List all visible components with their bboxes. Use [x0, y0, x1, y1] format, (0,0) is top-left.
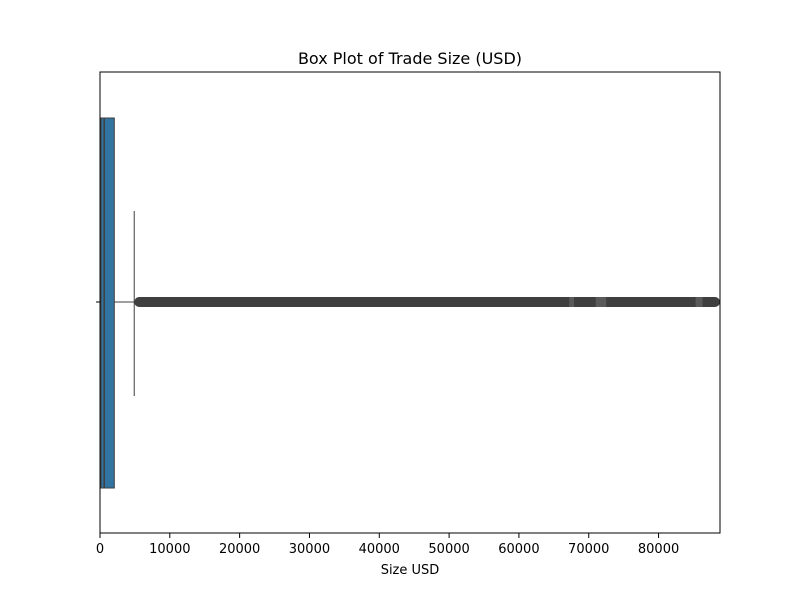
- plot-area: [96, 117, 720, 489]
- x-tick-label-0: 0: [96, 542, 104, 557]
- outlier-sparse-band-1: [595, 297, 607, 307]
- x-tick-label-2: 20000: [219, 542, 260, 557]
- outlier-sparse-band-0: [569, 297, 575, 307]
- x-tick-label-5: 50000: [428, 542, 469, 557]
- chart-title: Box Plot of Trade Size (USD): [298, 49, 522, 68]
- x-tick-label-4: 40000: [359, 542, 400, 557]
- plot-frame: [99, 71, 721, 534]
- x-tick-label-1: 10000: [149, 542, 190, 557]
- outlier-sparse-band-2: [695, 297, 703, 307]
- x-axis: 0 10000 20000 30000 40000 50000 60000 70000 8000…: [96, 533, 679, 557]
- x-axis-label: Size USD: [381, 563, 440, 578]
- outlier-points: [134, 297, 720, 307]
- iqr-box: [100, 117, 115, 489]
- x-tick-label-6: 60000: [498, 542, 539, 557]
- x-tick-label-7: 70000: [568, 542, 609, 557]
- x-tick-label-3: 30000: [289, 542, 330, 557]
- x-tick-label-8: 80000: [638, 542, 679, 557]
